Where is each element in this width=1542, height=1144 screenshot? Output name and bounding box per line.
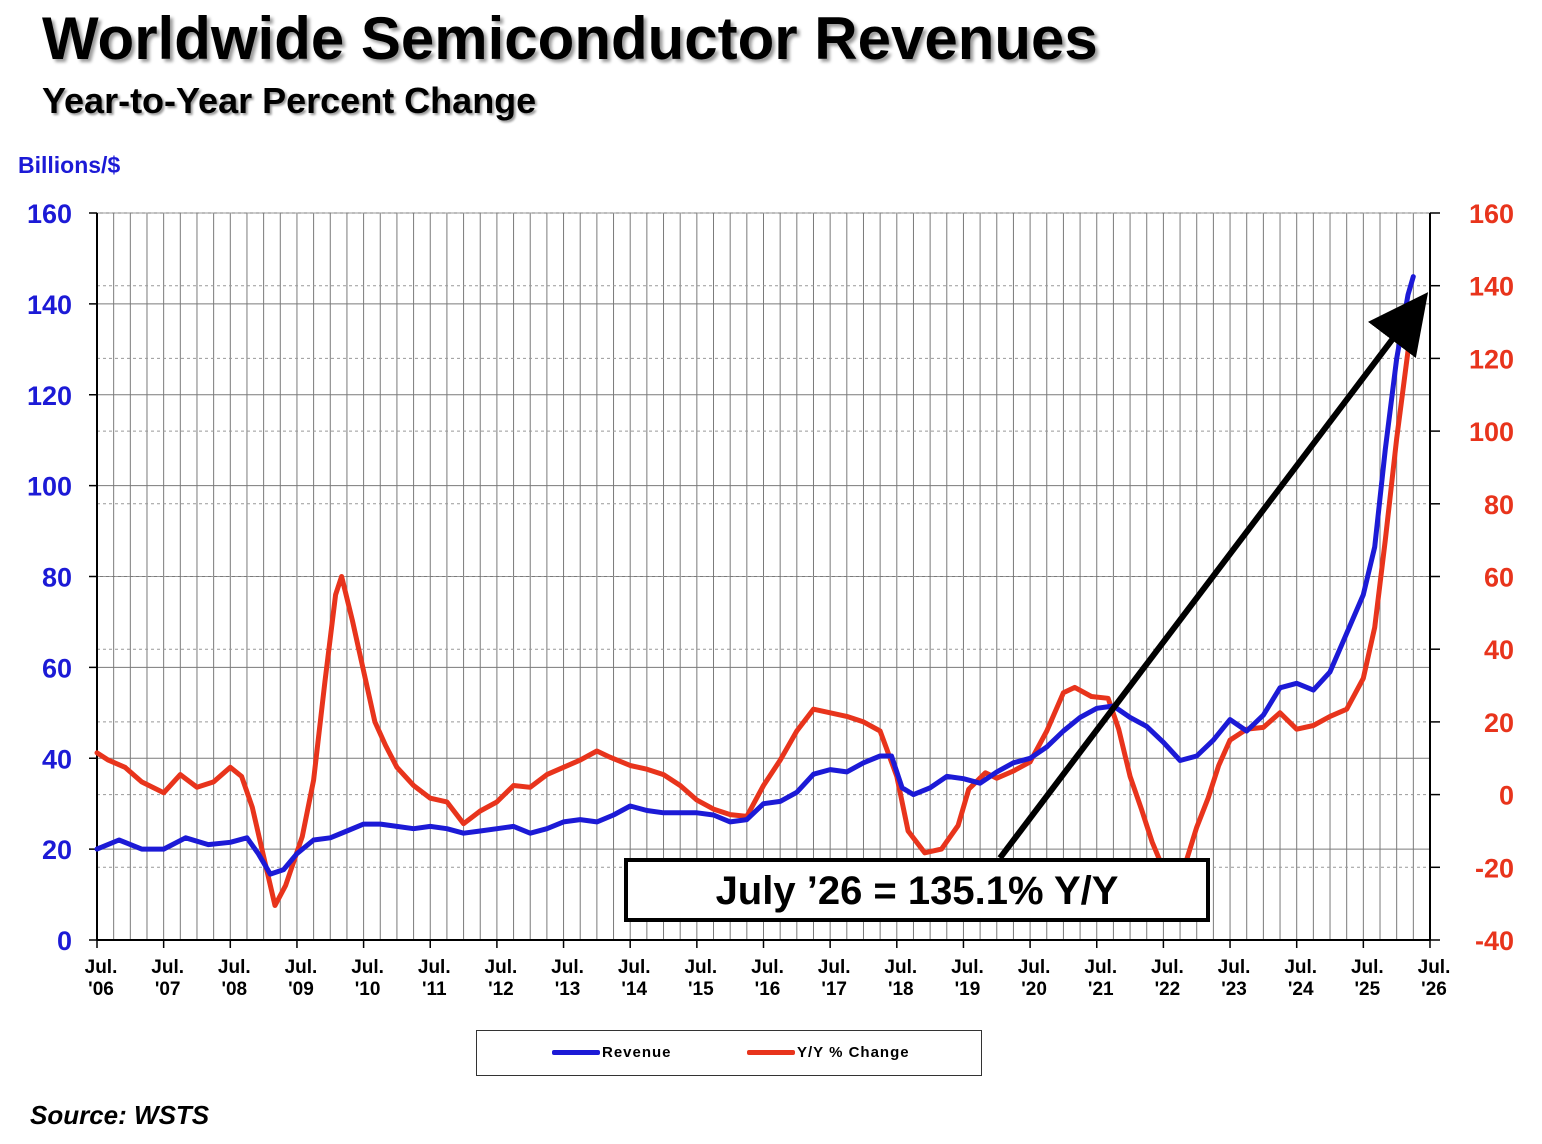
x-tick-label-month: Jul. [1351,957,1384,978]
x-tick-label-month: Jul. [485,957,518,978]
x-tick-label-month: Jul. [85,957,118,978]
x-tick-label-year: '11 [422,979,447,1000]
chart-grid [96,212,1431,941]
right-tick-label: 120 [1469,344,1514,374]
x-tick-label-month: Jul. [684,957,717,978]
x-tick-label-year: '19 [955,979,981,1000]
left-tick-label: 60 [42,653,72,683]
x-tick-label-month: Jul. [551,957,584,978]
right-tick-label: 40 [1484,635,1514,665]
chart-axes [89,212,1440,948]
x-tick-label-month: Jul. [884,957,917,978]
right-tick-label: 80 [1484,490,1514,520]
x-tick-label-year: '17 [821,979,847,1000]
left-tick-label: 40 [42,744,72,774]
x-tick-label-month: Jul. [218,957,251,978]
x-tick-label-month: Jul. [351,957,384,978]
chart-subtitle: Year-to-Year Percent Change [42,80,537,121]
chart-tick-labels: 0 20 40 60 80 100 120 140 160 -40 -20 0 20 40 60 80 100 1… [27,199,1514,1000]
left-tick-label: 80 [42,563,72,593]
revenue-series-line [94,274,1416,877]
x-tick-label-month: Jul. [951,957,984,978]
x-tick-label-month: Jul. [818,957,851,978]
x-tick-label-year: '24 [1288,979,1314,1000]
right-tick-label: 60 [1484,563,1514,593]
chart-title: Worldwide Semiconductor Revenues [42,5,1098,72]
x-tick-label-year: '10 [355,979,381,1000]
chart-series [94,274,1416,908]
x-tick-label-month: Jul. [618,957,651,978]
legend-item-revenue: Revenue [552,1044,672,1061]
x-tick-label-year: '06 [88,979,114,1000]
right-tick-label: 100 [1469,417,1514,447]
x-tick-label-year: '07 [155,979,181,1000]
x-tick-label-month: Jul. [151,957,184,978]
right-tick-label: 0 [1499,781,1514,811]
right-tick-label: -40 [1475,926,1514,956]
x-tick-label-year: '14 [621,979,647,1000]
x-tick-label-month: Jul. [1418,957,1451,978]
x-tick-label-month: Jul. [1084,957,1117,978]
chart-legend: Revenue Y/Y % Change [476,1030,982,1076]
x-tick-label-year: '20 [1021,979,1047,1000]
x-tick-label-year: '13 [555,979,581,1000]
left-axis-unit-label: Billions/$ [18,152,121,178]
x-tick-label-year: '09 [288,979,314,1000]
callout-box: July ’26 = 135.1% Y/Y [624,858,1210,922]
x-tick-label-year: '08 [221,979,247,1000]
left-tick-label: 20 [42,835,72,865]
x-tick-label-year: '18 [888,979,914,1000]
yoy-change-series-line [94,301,1416,908]
x-tick-label-year: '16 [755,979,781,1000]
x-tick-label-year: '26 [1421,979,1447,1000]
left-tick-label: 160 [27,199,72,229]
legend-swatch-revenue [552,1050,600,1055]
left-tick-label: 100 [27,472,72,502]
x-tick-label-year: '22 [1155,979,1181,1000]
x-tick-label-year: '15 [688,979,714,1000]
source-note: Source: WSTS [30,1100,210,1130]
right-tick-label: 160 [1469,199,1514,229]
left-tick-label: 120 [27,381,72,411]
right-tick-label: -20 [1475,853,1514,883]
left-tick-label: 0 [57,926,72,956]
x-tick-label-year: '21 [1088,979,1114,1000]
x-tick-label-year: '23 [1221,979,1247,1000]
x-tick-label-month: Jul. [1018,957,1051,978]
legend-item-yoy: Y/Y % Change [747,1044,910,1061]
right-tick-label: 20 [1484,708,1514,738]
x-tick-label-month: Jul. [1218,957,1251,978]
legend-label-yoy: Y/Y % Change [797,1044,910,1061]
right-tick-label: 140 [1469,272,1514,302]
x-tick-label-month: Jul. [285,957,318,978]
legend-swatch-yoy [747,1050,795,1055]
x-tick-label-month: Jul. [1151,957,1184,978]
x-tick-label-month: Jul. [751,957,784,978]
x-tick-label-year: '25 [1355,979,1381,1000]
legend-label-revenue: Revenue [602,1044,672,1061]
x-tick-label-year: '12 [488,979,514,1000]
annotation-arrow [997,292,1429,860]
x-tick-label-month: Jul. [1284,957,1317,978]
x-tick-label-month: Jul. [418,957,451,978]
left-tick-label: 140 [27,290,72,320]
